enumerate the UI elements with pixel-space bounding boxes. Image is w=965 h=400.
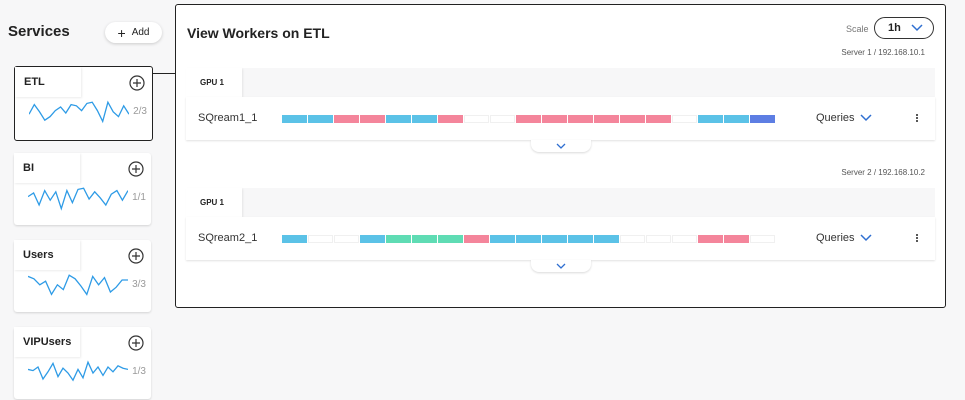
activity-segment xyxy=(464,115,489,123)
service-card[interactable]: BI 1/1 xyxy=(14,153,151,225)
services-title: Services xyxy=(8,23,70,40)
activity-segment xyxy=(490,115,515,123)
add-circle-icon[interactable] xyxy=(128,248,144,264)
add-circle-icon[interactable] xyxy=(128,335,144,351)
activity-segment xyxy=(672,115,697,123)
server-label: Server 2 / 192.168.10.2 xyxy=(841,168,925,177)
activity-segment xyxy=(646,235,671,243)
gpu-header: GPU 1 xyxy=(186,68,935,97)
plus-icon: + xyxy=(117,24,126,41)
activity-segment xyxy=(542,235,567,243)
service-sparkline xyxy=(28,187,128,211)
activity-segment xyxy=(282,115,307,123)
activity-segment xyxy=(360,235,385,243)
worker-count: 2/3 xyxy=(133,106,147,117)
activity-segment xyxy=(386,115,411,123)
activity-segment xyxy=(438,115,463,123)
activity-segment xyxy=(750,235,775,243)
worker-row: SQream1_1 Queries xyxy=(186,97,935,140)
scale-label: Scale xyxy=(846,24,869,34)
service-name: Users xyxy=(14,240,80,270)
worker-name: SQream1_1 xyxy=(198,112,258,124)
scale-value: 1h xyxy=(888,22,901,34)
activity-segment xyxy=(490,235,515,243)
activity-segment xyxy=(360,115,385,123)
activity-segment xyxy=(308,235,333,243)
panel-title: View Workers on ETL xyxy=(187,25,330,41)
add-label: Add xyxy=(131,27,150,38)
activity-segment xyxy=(750,115,775,123)
activity-segment xyxy=(464,235,489,243)
worker-row: SQream2_1 Queries xyxy=(186,217,935,260)
expand-toggle[interactable] xyxy=(531,260,591,272)
activity-segment xyxy=(620,235,645,243)
activity-segment xyxy=(334,115,359,123)
activity-segment xyxy=(308,115,333,123)
expand-toggle[interactable] xyxy=(531,140,591,152)
activity-segment xyxy=(698,115,723,123)
worker-count: 1/1 xyxy=(132,192,146,203)
sparkline-path xyxy=(28,187,128,211)
activity-segment xyxy=(386,235,411,243)
service-card[interactable]: VIPUsers 1/3 xyxy=(14,327,151,399)
chevron-down-icon xyxy=(911,24,923,32)
activity-segment xyxy=(516,115,541,123)
selection-connector xyxy=(153,73,175,74)
chevron-down-icon xyxy=(556,143,566,149)
activity-segment xyxy=(646,115,671,123)
gpu-tab[interactable]: GPU 1 xyxy=(186,188,242,217)
more-options-icon[interactable] xyxy=(915,114,919,126)
sparkline-path xyxy=(28,274,128,296)
add-service-button[interactable]: + Add xyxy=(105,22,162,43)
worker-activity-bar xyxy=(282,115,776,123)
activity-segment xyxy=(620,115,645,123)
chevron-down-icon xyxy=(556,263,566,269)
server-label: Server 1 / 192.168.10.1 xyxy=(841,48,925,57)
workers-panel: View Workers on ETL Scale 1h Server 1 / … xyxy=(175,4,946,308)
service-sparkline xyxy=(28,360,128,382)
chevron-down-icon xyxy=(860,234,872,242)
add-circle-icon[interactable] xyxy=(128,161,144,177)
activity-segment xyxy=(672,235,697,243)
activity-segment xyxy=(438,235,463,243)
activity-segment xyxy=(698,235,723,243)
activity-segment xyxy=(542,115,567,123)
sparkline-path xyxy=(28,360,128,382)
service-name: VIPUsers xyxy=(14,327,80,357)
queries-dropdown[interactable]: Queries xyxy=(816,232,872,244)
scale-select[interactable]: 1h xyxy=(874,17,934,39)
service-sparkline xyxy=(28,274,128,296)
queries-label: Queries xyxy=(816,112,855,124)
service-card[interactable]: ETL 2/3 xyxy=(14,66,153,141)
gpu-header: GPU 1 xyxy=(186,188,935,217)
add-circle-icon[interactable] xyxy=(129,75,145,91)
queries-dropdown[interactable]: Queries xyxy=(816,112,872,124)
activity-segment xyxy=(334,235,359,243)
service-name: ETL xyxy=(15,67,81,97)
worker-count: 3/3 xyxy=(132,279,146,290)
activity-segment xyxy=(568,115,593,123)
activity-segment xyxy=(568,235,593,243)
chevron-down-icon xyxy=(860,114,872,122)
activity-segment xyxy=(516,235,541,243)
activity-segment xyxy=(724,235,749,243)
activity-segment xyxy=(594,235,619,243)
more-options-icon[interactable] xyxy=(915,234,919,246)
activity-segment xyxy=(594,115,619,123)
service-name: BI xyxy=(14,153,80,183)
queries-label: Queries xyxy=(816,232,855,244)
activity-segment xyxy=(412,115,437,123)
service-card[interactable]: Users 3/3 xyxy=(14,240,151,312)
worker-count: 1/3 xyxy=(132,366,146,377)
worker-name: SQream2_1 xyxy=(198,232,258,244)
worker-activity-bar xyxy=(282,235,776,243)
activity-segment xyxy=(412,235,437,243)
sparkline-path xyxy=(29,100,129,124)
gpu-tab[interactable]: GPU 1 xyxy=(186,68,242,97)
activity-segment xyxy=(282,235,307,243)
activity-segment xyxy=(724,115,749,123)
service-sparkline xyxy=(29,100,129,124)
